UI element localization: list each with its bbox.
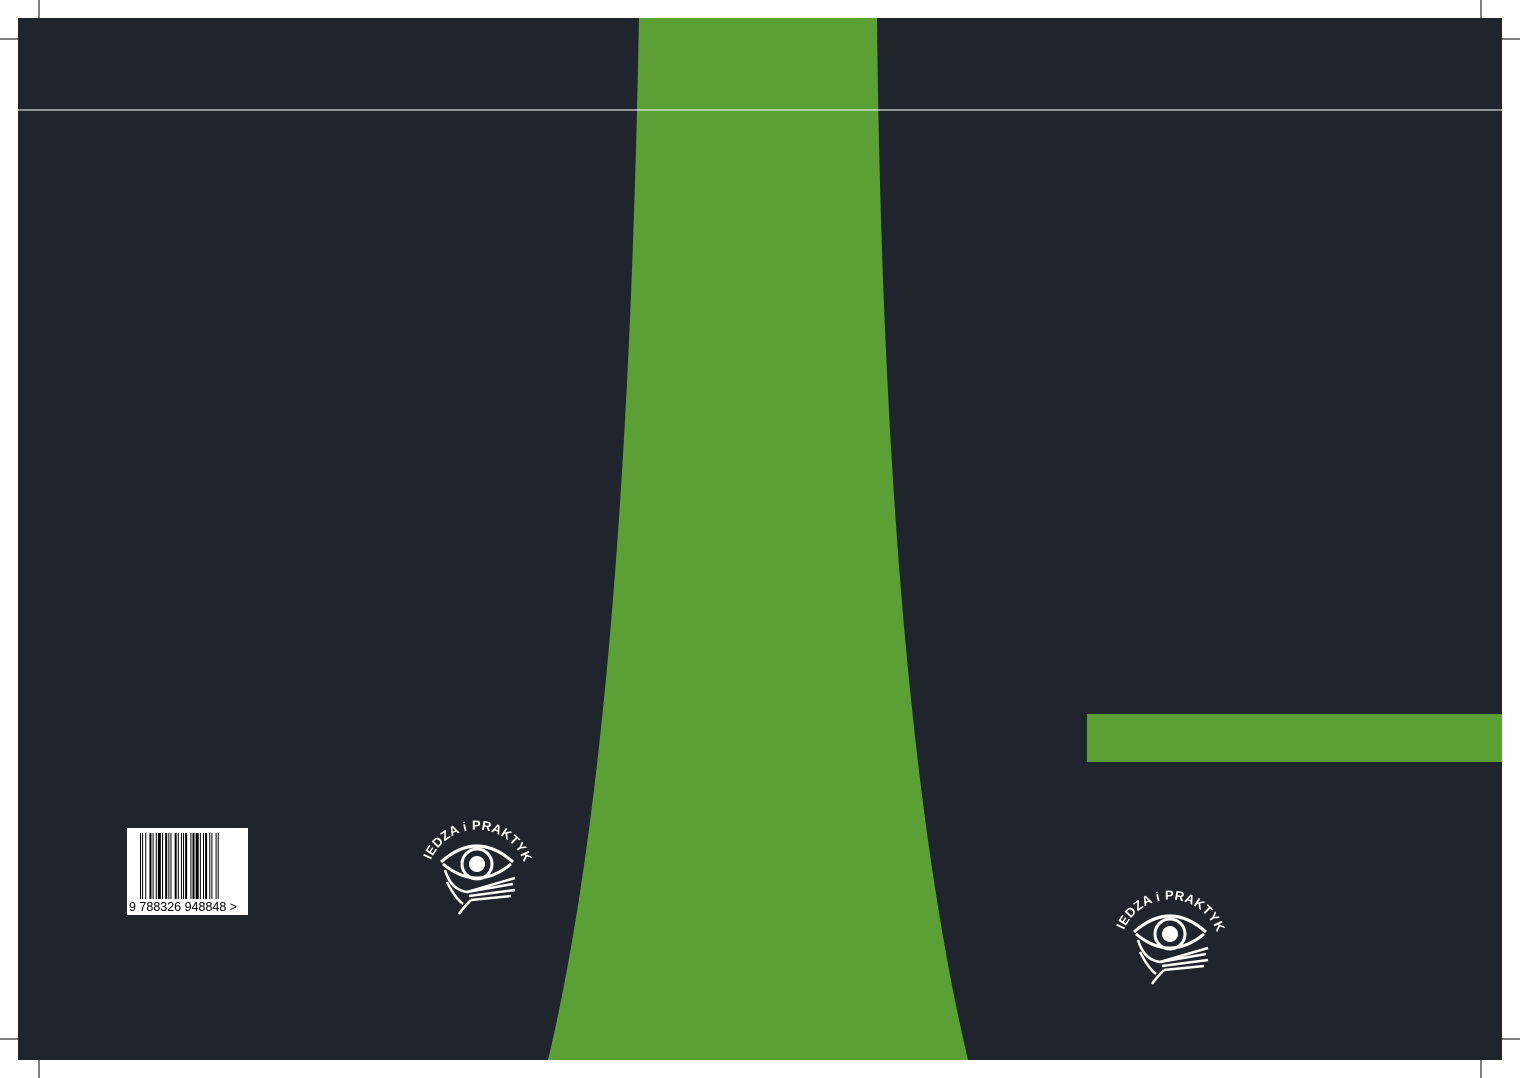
barcode-bar bbox=[211, 833, 213, 899]
barcode-bar bbox=[168, 833, 170, 899]
barcode-bar bbox=[170, 833, 172, 899]
barcode-bar bbox=[140, 833, 141, 899]
barcode-bar bbox=[205, 833, 208, 899]
barcode-bar bbox=[209, 833, 211, 899]
barcode-bar bbox=[203, 833, 204, 899]
barcode-bar bbox=[190, 833, 192, 899]
barcode-bar bbox=[183, 833, 185, 899]
barcode-bar bbox=[192, 833, 195, 899]
barcode-bars bbox=[140, 833, 219, 899]
barcode-digits: 9 788326 948848 > bbox=[129, 900, 237, 914]
front-green-bar bbox=[1087, 714, 1502, 762]
barcode-bar bbox=[217, 833, 219, 899]
barcode-bar bbox=[162, 833, 164, 899]
barcode-bar bbox=[199, 833, 201, 899]
barcode-bar bbox=[215, 833, 217, 899]
barcode-bar bbox=[174, 833, 177, 899]
barcode-bar bbox=[165, 833, 168, 899]
barcode-bar bbox=[152, 833, 154, 899]
barcode-bar bbox=[157, 833, 161, 899]
barcode: 9 788326 948848 > bbox=[127, 828, 248, 915]
barcode-bar bbox=[145, 833, 147, 899]
spine-green-band bbox=[548, 18, 968, 1060]
barcode-bar bbox=[185, 833, 188, 899]
barcode-bar bbox=[180, 833, 182, 899]
barcode-bar bbox=[142, 833, 144, 899]
barcode-bar bbox=[195, 833, 199, 899]
barcode-bar bbox=[177, 833, 179, 899]
barcode-bar bbox=[155, 833, 157, 899]
barcode-bar bbox=[149, 833, 152, 899]
